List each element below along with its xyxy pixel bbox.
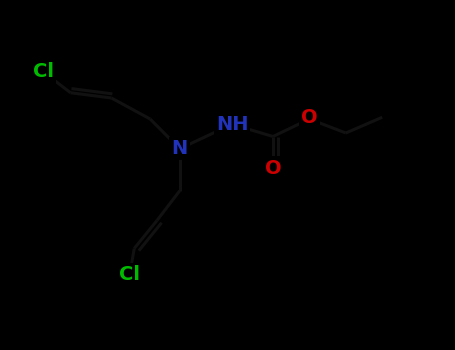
Text: Cl: Cl [33,62,54,81]
Text: Cl: Cl [119,265,140,284]
Text: NH: NH [216,115,248,134]
Text: O: O [301,108,318,127]
Text: O: O [265,159,281,177]
Text: N: N [172,139,188,158]
